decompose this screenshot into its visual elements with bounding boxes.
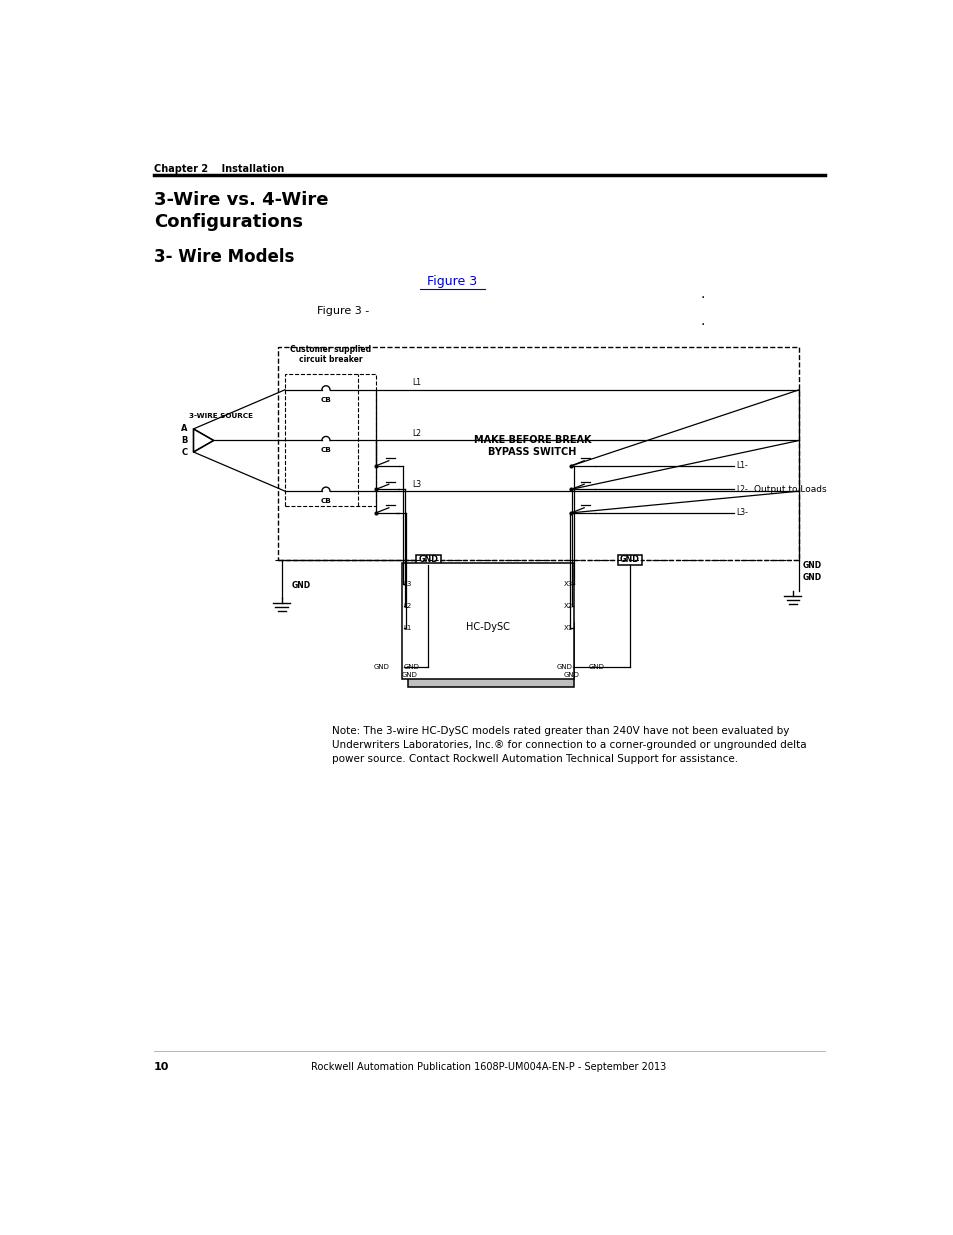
Text: C: C [181, 447, 187, 457]
Text: 3-Wire vs. 4-Wire
Configurations: 3-Wire vs. 4-Wire Configurations [154, 190, 328, 231]
Text: MAKE BEFORE BREAK
BYPASS SWITCH: MAKE BEFORE BREAK BYPASS SWITCH [473, 435, 591, 457]
Text: L2: L2 [403, 603, 412, 609]
Text: Customer supplied
circuit breaker: Customer supplied circuit breaker [290, 345, 371, 364]
Text: GND: GND [557, 664, 572, 671]
FancyBboxPatch shape [402, 563, 574, 679]
Text: Figure 3: Figure 3 [427, 275, 477, 288]
Text: L2-: L2- [736, 485, 747, 494]
Text: L3-: L3- [736, 509, 747, 517]
Text: X1: X1 [563, 625, 572, 631]
Text: GND: GND [619, 556, 639, 564]
Text: GND: GND [417, 556, 437, 564]
Text: L3: L3 [412, 480, 420, 489]
Text: B: B [181, 436, 187, 445]
Text: GND: GND [402, 672, 417, 678]
Text: L1: L1 [412, 378, 420, 388]
Text: CB: CB [320, 498, 331, 504]
Text: X3: X3 [563, 580, 572, 587]
Text: Note: The 3-wire HC-DySC models rated greater than 240V have not been evaluated : Note: The 3-wire HC-DySC models rated gr… [332, 726, 806, 764]
Text: Chapter 2    Installation: Chapter 2 Installation [154, 163, 284, 174]
Text: GND: GND [292, 580, 311, 590]
Text: Rockwell Automation Publication 1608P-UM004A-EN-P - September 2013: Rockwell Automation Publication 1608P-UM… [311, 1062, 666, 1072]
FancyBboxPatch shape [617, 555, 641, 564]
Text: GND: GND [802, 573, 821, 583]
FancyBboxPatch shape [416, 555, 440, 564]
FancyBboxPatch shape [408, 622, 574, 687]
Text: GND: GND [374, 664, 390, 671]
Text: A: A [181, 425, 187, 433]
Text: GND: GND [588, 664, 603, 671]
Text: L3: L3 [403, 580, 412, 587]
Text: 3- Wire Models: 3- Wire Models [154, 248, 294, 267]
Text: GND: GND [403, 664, 419, 671]
Text: 10: 10 [154, 1062, 170, 1072]
Text: CB: CB [320, 447, 331, 453]
Text: GND: GND [563, 672, 578, 678]
Text: L1: L1 [403, 625, 412, 631]
Text: 3-WIRE SOURCE: 3-WIRE SOURCE [189, 412, 253, 419]
Text: CB: CB [320, 396, 331, 403]
Text: HC-DySC: HC-DySC [466, 621, 510, 632]
Text: L2: L2 [412, 429, 420, 438]
Text: X2: X2 [563, 603, 572, 609]
Text: .: . [700, 314, 704, 327]
Text: Figure 3 -: Figure 3 - [316, 306, 369, 316]
Text: GND: GND [802, 562, 821, 571]
Text: .: . [700, 287, 704, 301]
Text: L1-: L1- [736, 462, 747, 471]
Text: Output to Loads: Output to Loads [753, 485, 825, 494]
